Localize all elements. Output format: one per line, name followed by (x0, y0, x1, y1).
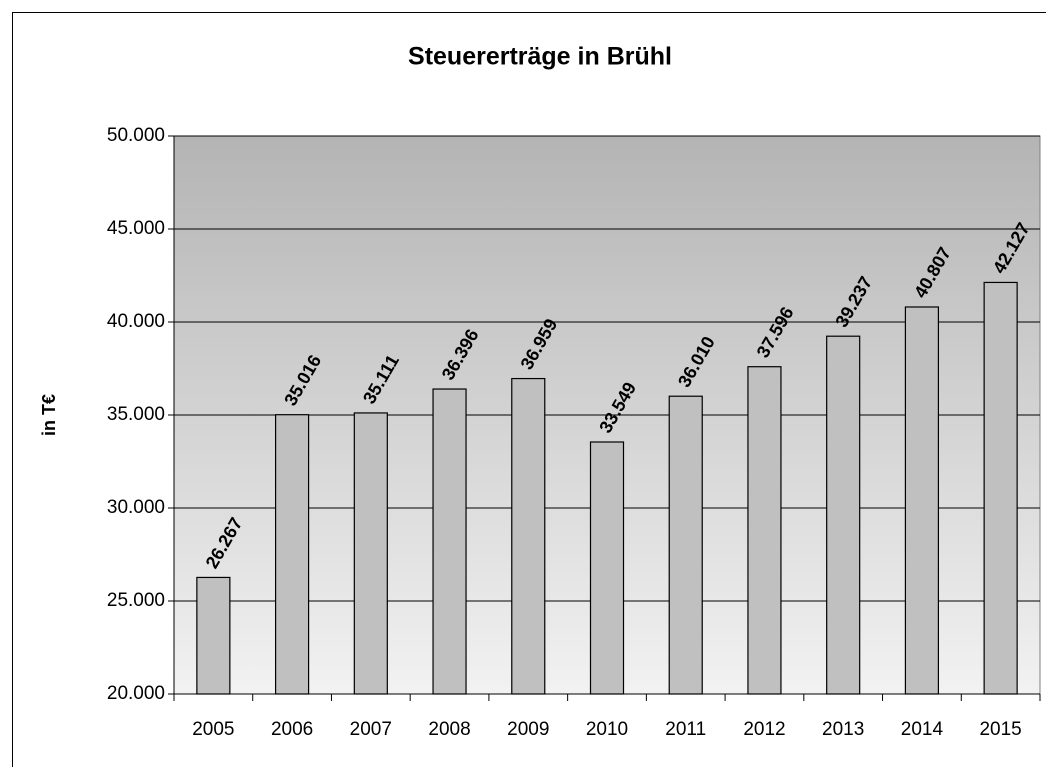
x-tick-label: 2005 (192, 719, 234, 740)
bar (589, 441, 625, 695)
bar (274, 414, 310, 695)
x-tick-label: 2006 (271, 719, 313, 740)
x-tick-label: 2011 (665, 719, 706, 740)
chart-title: Steuererträge in Brühl (408, 43, 672, 71)
y-tick-label: 45.000 (107, 218, 165, 239)
x-tick-label: 2010 (586, 719, 628, 740)
x-tick-label: 2015 (979, 719, 1021, 740)
y-tick-label: 25.000 (107, 590, 165, 611)
x-tick-label: 2013 (822, 719, 864, 740)
y-tick-label: 40.000 (107, 311, 165, 332)
bar (983, 281, 1018, 695)
y-tick-label: 50.000 (107, 125, 165, 146)
y-axis-label: in T€ (39, 394, 59, 436)
y-tick-label: 20.000 (107, 683, 165, 704)
bar (826, 335, 861, 695)
x-tick-label: 2009 (507, 719, 549, 740)
bar (432, 388, 467, 695)
y-tick-label: 35.000 (107, 404, 165, 425)
bar (511, 377, 546, 695)
x-tick-label: 2014 (901, 719, 944, 740)
bar (904, 306, 940, 695)
bar (353, 412, 388, 695)
x-tick-label: 2008 (428, 719, 470, 740)
bar (668, 395, 703, 695)
bar (196, 576, 231, 695)
bar (747, 366, 782, 695)
x-tick-label: 2012 (743, 719, 785, 740)
y-tick-label: 30.000 (107, 497, 165, 518)
x-tick-label: 2007 (350, 719, 392, 740)
